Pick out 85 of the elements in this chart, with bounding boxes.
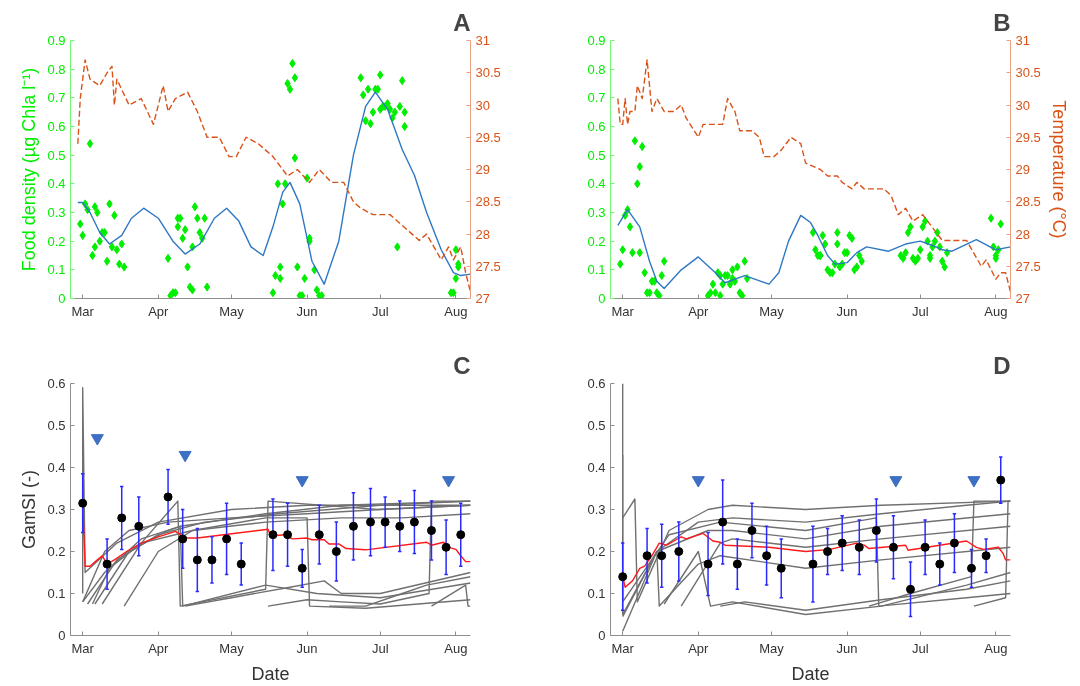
y-axis-title: Food density (µg Chla l⁻¹) <box>19 67 40 272</box>
x-tick-label: Mar <box>71 640 95 656</box>
y-tick-label: 0.3 <box>587 205 606 220</box>
y2-tick-label: 31 <box>475 33 490 48</box>
x-tick-label: Mar <box>611 640 635 656</box>
y2-tick-label: 28.5 <box>475 194 501 210</box>
chart-title: A <box>453 8 471 36</box>
y2-tick-label: 28 <box>1015 226 1030 242</box>
y2-tick-label: 30.5 <box>475 65 501 81</box>
y-tick-label: 0 <box>598 291 606 306</box>
y-tick-label: 0.9 <box>587 33 606 48</box>
y-tick-label: 0.2 <box>587 544 606 559</box>
y-tick-label: 0.7 <box>47 90 66 106</box>
x-tick-label: Aug <box>444 303 468 319</box>
x-axis-title: Date <box>791 663 830 684</box>
y2-tick-label: 28 <box>475 226 490 242</box>
y-tick-label: 0.7 <box>587 90 606 106</box>
x-tick-label: Aug <box>984 303 1008 319</box>
x-tick-label: Apr <box>688 640 710 656</box>
y-tick-label: 0 <box>58 628 66 643</box>
y-tick-label: 0.6 <box>587 376 606 391</box>
x-tick-label: Jun <box>836 303 858 319</box>
x-tick-label: Apr <box>688 303 710 319</box>
y-tick-label: 0.4 <box>587 460 606 475</box>
x-tick-label: Aug <box>444 640 468 656</box>
chart-title: B <box>993 8 1011 36</box>
y-tick-label: 0.1 <box>587 262 606 278</box>
y2-tick-label: 28.5 <box>1015 194 1041 210</box>
x-tick-label: May <box>759 640 785 656</box>
y-tick-label: 0.2 <box>587 233 606 249</box>
y-tick-label: 0.8 <box>587 61 606 77</box>
y-tick-label: 0.4 <box>587 176 606 192</box>
y-axis-title: GamSI (-) <box>19 470 40 549</box>
x-tick-label: Apr <box>148 303 170 319</box>
y2-tick-label: 27 <box>475 291 490 306</box>
y2-axis-title: Temperature (°C) <box>1048 100 1069 239</box>
y2-tick-label: 31 <box>1015 33 1030 48</box>
y2-tick-label: 29.5 <box>475 129 501 145</box>
x-tick-label: Aug <box>984 640 1008 656</box>
y-tick-label: 0.6 <box>47 119 66 134</box>
x-tick-label: Jul <box>371 640 389 656</box>
y-tick-label: 0.1 <box>587 586 606 601</box>
y-tick-label: 0.5 <box>587 418 606 433</box>
chart-title: D <box>993 351 1011 379</box>
y-tick-label: 0.4 <box>47 460 66 475</box>
y-tick-label: 0.8 <box>47 61 66 77</box>
y2-tick-label: 30 <box>475 97 490 113</box>
y2-tick-label: 29 <box>475 162 490 177</box>
x-tick-label: Jun <box>296 640 318 656</box>
y2-tick-label: 27 <box>1015 291 1030 306</box>
y2-tick-label: 30 <box>1015 97 1030 113</box>
y-tick-label: 0 <box>58 291 66 306</box>
y-tick-label: 0.6 <box>47 376 66 391</box>
x-tick-label: Jul <box>371 303 389 319</box>
y2-tick-label: 29 <box>1015 162 1030 177</box>
y-tick-label: 0.2 <box>47 233 66 249</box>
x-tick-label: May <box>759 303 785 319</box>
x-tick-label: Jul <box>911 640 929 656</box>
y2-tick-label: 27.5 <box>1015 258 1041 274</box>
y-tick-label: 0.4 <box>47 176 66 192</box>
y-tick-label: 0.1 <box>47 586 66 601</box>
y-tick-label: 0.5 <box>47 147 66 163</box>
y-tick-label: 0.1 <box>47 262 66 278</box>
y-tick-label: 0.5 <box>47 418 66 433</box>
x-tick-label: Mar <box>71 303 95 319</box>
x-tick-label: Jun <box>296 303 318 319</box>
y-tick-label: 0.9 <box>47 33 66 48</box>
x-tick-label: May <box>219 640 245 656</box>
x-tick-label: Mar <box>611 303 635 319</box>
y-tick-label: 0.3 <box>47 502 66 517</box>
x-axis-title: Date <box>251 663 290 684</box>
y-tick-label: 0.5 <box>587 147 606 163</box>
y2-tick-label: 27.5 <box>475 258 501 274</box>
y2-tick-label: 29.5 <box>1015 129 1041 145</box>
x-tick-label: May <box>219 303 245 319</box>
chart-title: C <box>453 351 471 379</box>
y-tick-label: 0 <box>598 628 606 643</box>
y-tick-label: 0.3 <box>587 502 606 517</box>
y-tick-label: 0.2 <box>47 544 66 559</box>
y-tick-label: 0.6 <box>587 119 606 134</box>
y-tick-label: 0.3 <box>47 205 66 220</box>
x-tick-label: Jul <box>911 303 929 319</box>
x-tick-label: Apr <box>148 640 170 656</box>
x-tick-label: Jun <box>836 640 858 656</box>
y2-tick-label: 30.5 <box>1015 65 1041 81</box>
